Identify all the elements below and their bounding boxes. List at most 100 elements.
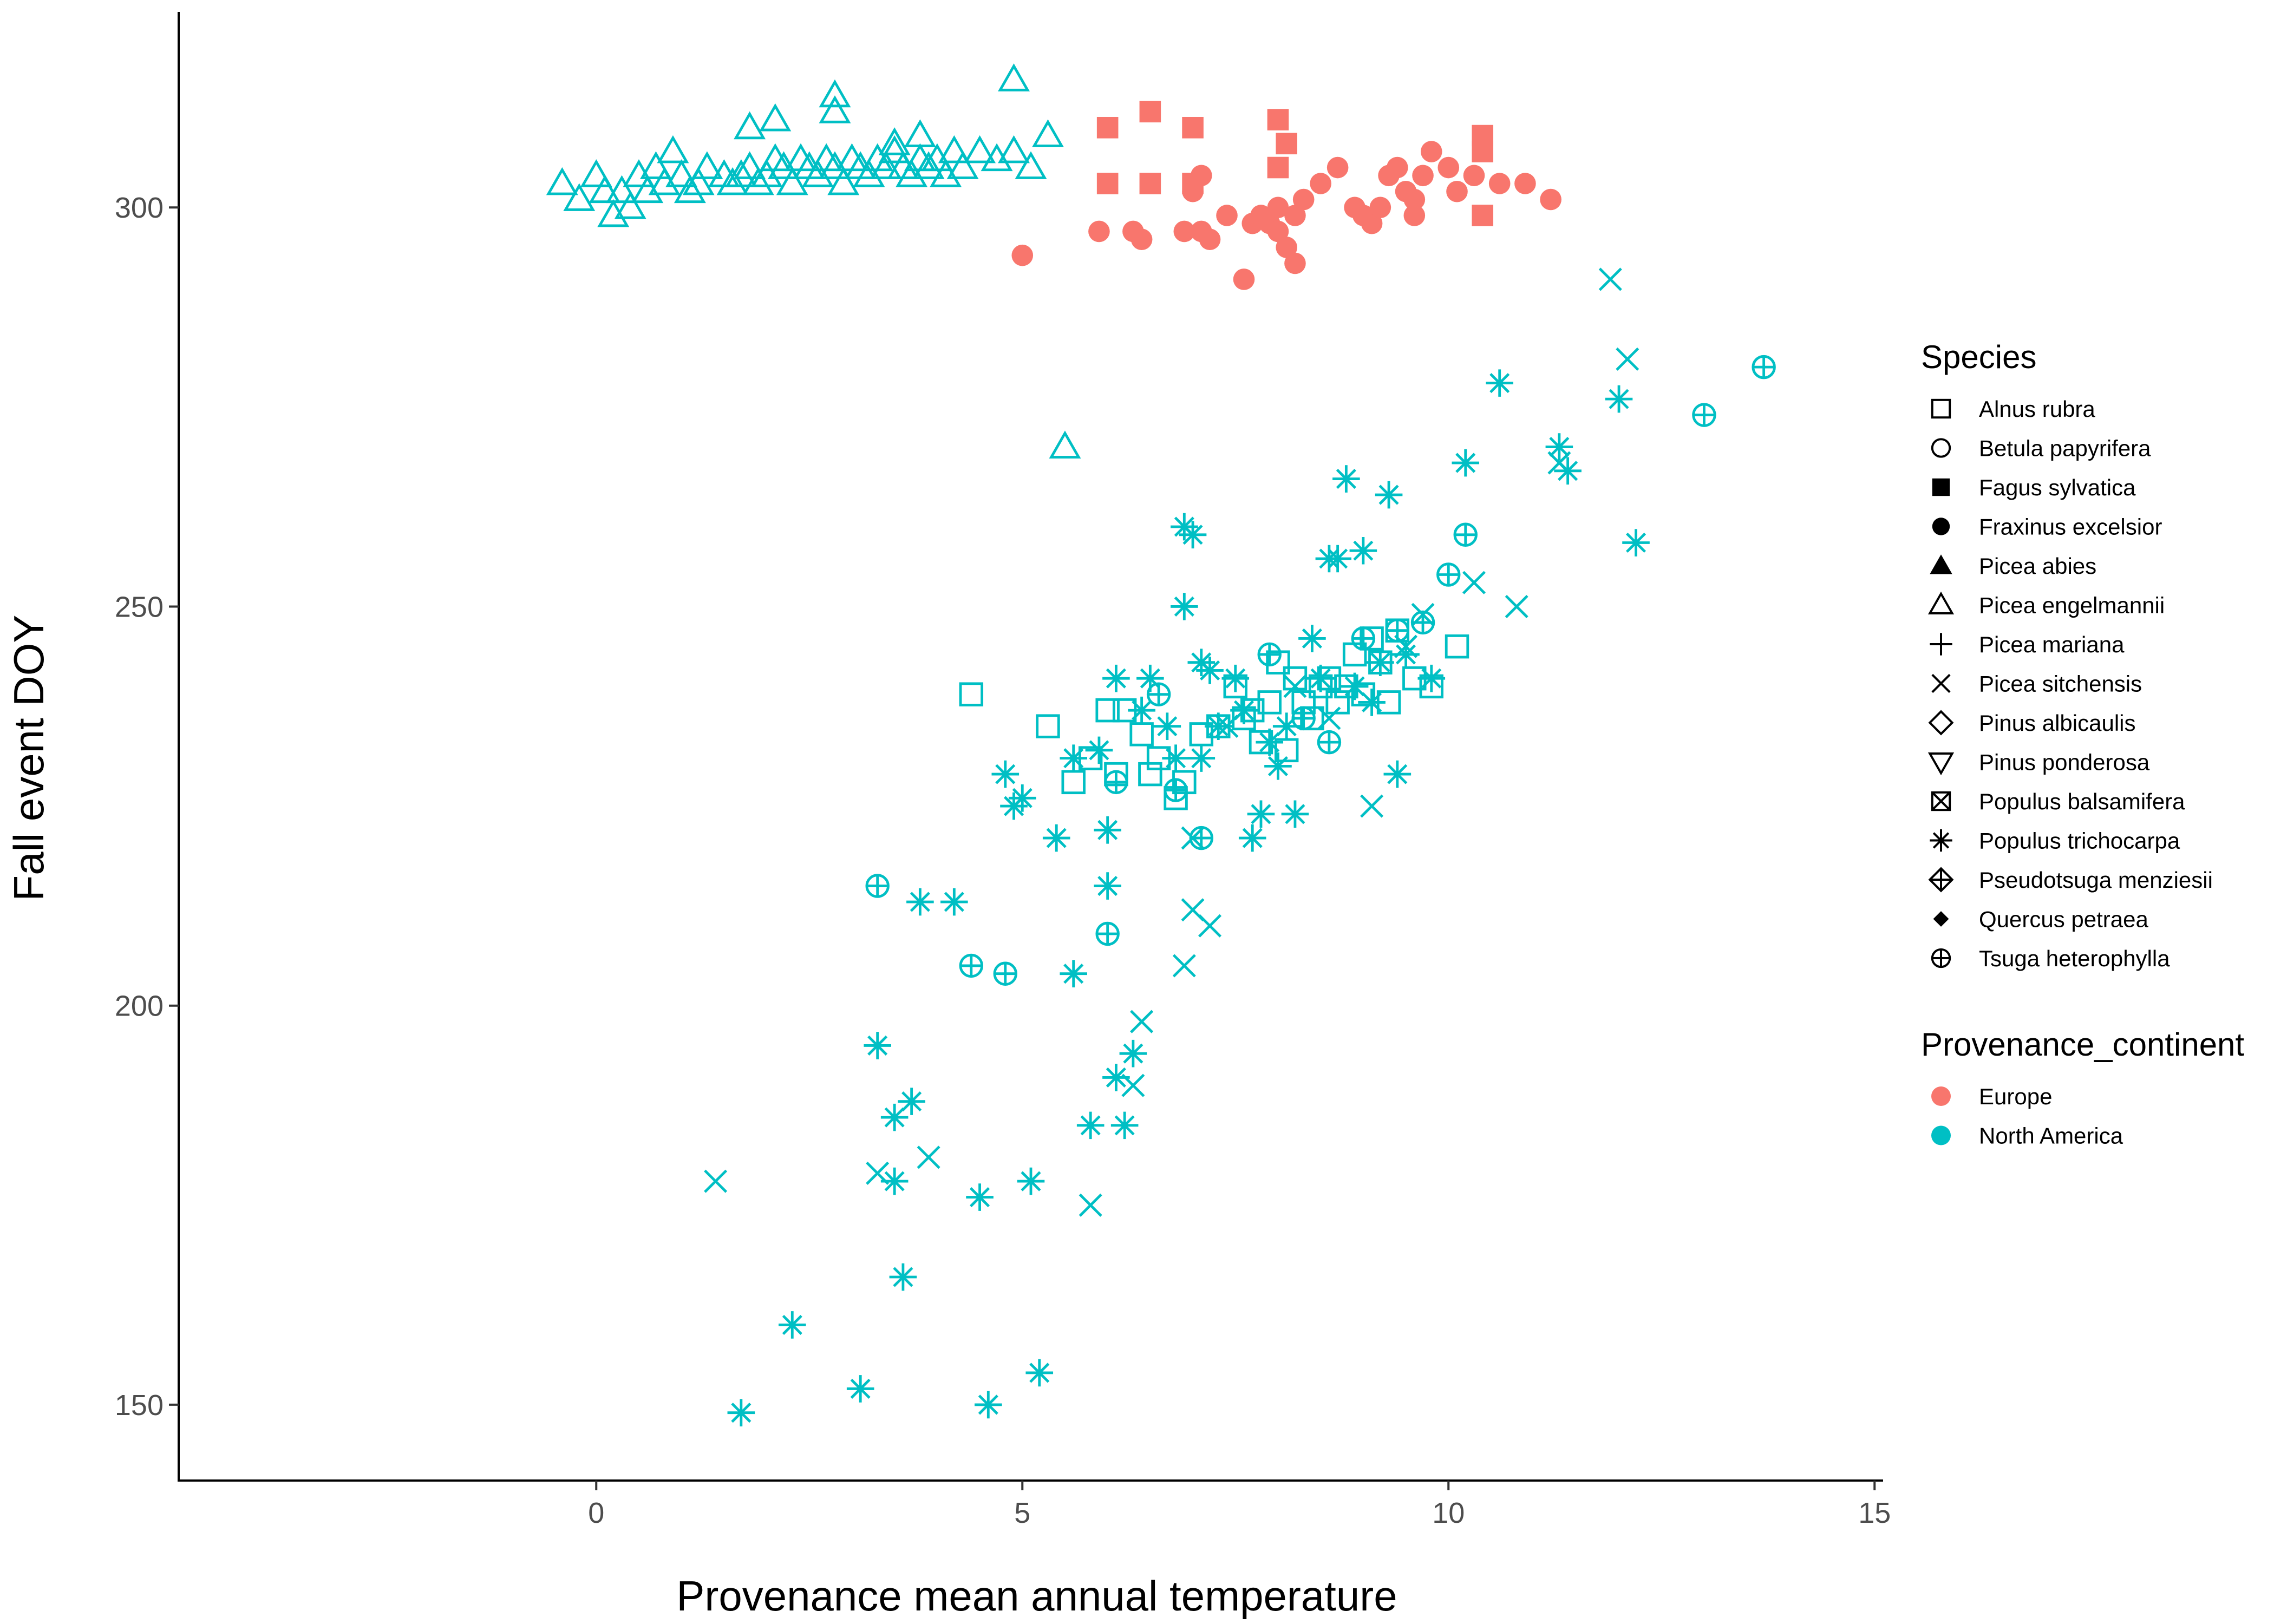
data-point	[1131, 228, 1153, 251]
data-point	[1139, 101, 1161, 123]
species-legend-label: Populus trichocarpa	[1979, 828, 2180, 854]
data-point	[1622, 529, 1650, 556]
data-point	[1267, 220, 1289, 243]
data-point	[1079, 1193, 1102, 1217]
data-point	[1360, 794, 1384, 818]
data-point	[1139, 173, 1161, 194]
data-point	[1256, 728, 1284, 756]
species-legend-label: Alnus rubra	[1979, 396, 2095, 422]
data-point	[1096, 173, 1119, 194]
data-point	[1257, 642, 1282, 667]
data-point	[975, 1391, 1002, 1419]
data-point	[1437, 156, 1460, 179]
data-point	[725, 159, 757, 187]
data-point	[1283, 675, 1307, 698]
data-point	[1129, 722, 1154, 746]
data-point	[1276, 237, 1297, 258]
data-point	[1284, 252, 1306, 274]
data-point	[1412, 165, 1434, 187]
data-point	[1042, 824, 1070, 852]
data-point	[1361, 212, 1383, 234]
data-point	[1085, 736, 1113, 764]
data-point	[1215, 715, 1239, 738]
data-point	[1032, 119, 1064, 147]
data-point	[864, 1032, 891, 1059]
data-point	[1104, 770, 1128, 795]
x-ticks: 0 5 10 15	[588, 1481, 1891, 1529]
data-point	[1238, 824, 1266, 852]
data-point	[1387, 156, 1408, 179]
data-point	[1488, 173, 1511, 194]
continent-legend: Provenance_continent Europe North America	[1921, 1026, 2244, 1149]
species-legend-label: Pinus ponderosa	[1979, 750, 2150, 775]
continent-key-dot-icon	[1931, 1125, 1951, 1145]
legend-key-square-filled-icon	[1932, 478, 1950, 496]
data-point	[1011, 244, 1034, 266]
species-legend-label: Betula papyrifera	[1979, 436, 2151, 461]
species-legend-label: Picea sitchensis	[1979, 671, 2142, 697]
y-tick-label: 250	[115, 591, 164, 623]
data-point	[1172, 954, 1196, 978]
data-point	[1102, 664, 1130, 692]
data-point	[1394, 634, 1418, 658]
data-point	[734, 111, 766, 140]
data-point	[1324, 545, 1351, 573]
data-point	[1187, 744, 1216, 772]
data-point	[1298, 625, 1326, 652]
data-point	[1182, 180, 1204, 202]
data-point	[878, 127, 911, 155]
data-point	[1264, 752, 1292, 780]
data-point	[959, 953, 984, 978]
continent-legend-label: North America	[1979, 1123, 2123, 1149]
continent-legend-label: Europe	[1979, 1084, 2052, 1109]
data-point	[1060, 744, 1087, 772]
data-point	[1153, 712, 1181, 740]
data-point	[1138, 762, 1162, 787]
data-point	[589, 175, 621, 204]
legend-key-triangle-down-open-icon	[1927, 752, 1955, 776]
data-point	[1164, 778, 1188, 802]
data-point	[1221, 664, 1250, 692]
species-legend-label: Pinus albicaulis	[1979, 710, 2136, 736]
data-point	[1341, 672, 1369, 700]
data-point	[1540, 188, 1561, 211]
data-point	[1233, 269, 1255, 290]
data-point	[870, 151, 902, 179]
legend-key-diamond-filled-icon	[1933, 911, 1949, 927]
data-point	[1545, 433, 1573, 461]
data-point	[1472, 141, 1494, 162]
data-point	[580, 159, 612, 187]
data-point	[1462, 571, 1486, 594]
data-point	[998, 135, 1030, 163]
data-point	[1452, 449, 1480, 477]
data-point	[1369, 197, 1391, 219]
data-point	[674, 175, 706, 204]
data-point	[1025, 1359, 1054, 1387]
data-point	[1162, 744, 1190, 772]
data-point	[716, 167, 749, 195]
data-point	[1096, 116, 1119, 139]
legend-key-triangle-open-icon	[1927, 591, 1955, 615]
data-point	[938, 135, 970, 163]
y-tick-label: 150	[115, 1389, 164, 1422]
data-point	[1403, 205, 1426, 226]
data-point	[1191, 165, 1212, 187]
data-point	[1472, 205, 1494, 226]
data-point	[1367, 649, 1394, 676]
data-point	[1060, 960, 1087, 988]
data-point	[1598, 267, 1622, 291]
data-point	[866, 1161, 890, 1185]
data-point	[898, 1088, 925, 1115]
data-point	[1403, 188, 1426, 211]
data-point	[1128, 696, 1155, 724]
data-point	[1616, 347, 1639, 371]
x-tick-label: 5	[1014, 1497, 1030, 1529]
data-point	[1385, 618, 1410, 643]
data-point	[546, 167, 578, 195]
data-point	[1172, 770, 1197, 795]
data-point	[1247, 800, 1275, 828]
data-point	[819, 95, 851, 123]
data-point	[1198, 914, 1222, 938]
data-point	[1752, 355, 1776, 379]
data-point	[1375, 481, 1403, 509]
